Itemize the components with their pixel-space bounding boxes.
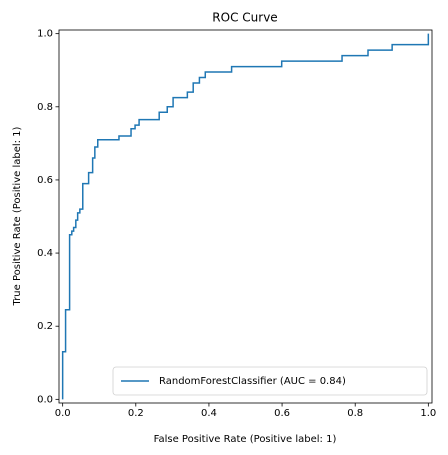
legend-box [112,366,428,396]
legend-label: RandomForestClassifier (AUC = 0.84) [159,376,346,387]
x-tick-label: 0.8 [347,408,363,419]
y-tick-label: 0.6 [37,175,53,186]
y-tick-label: 0.4 [37,248,53,259]
x-axis-label: False Positive Rate (Positive label: 1) [154,434,337,445]
x-tick-label: 0.6 [274,408,290,419]
y-tick-label: 0.8 [37,102,53,113]
y-axis-label: True Positive Rate (Positive label: 1) [12,126,23,306]
axes-frame [58,29,433,404]
x-tick-label: 0.0 [55,408,71,419]
roc-line [61,33,430,400]
y-tick-label: 0.0 [37,394,53,405]
y-tick-label: 0.2 [37,321,53,332]
chart-title: ROC Curve [212,11,277,25]
x-tick-label: 0.4 [201,408,217,419]
x-tick-label: 0.2 [128,408,144,419]
x-tick-label: 1.0 [420,408,436,419]
y-tick-label: 1.0 [37,29,53,40]
